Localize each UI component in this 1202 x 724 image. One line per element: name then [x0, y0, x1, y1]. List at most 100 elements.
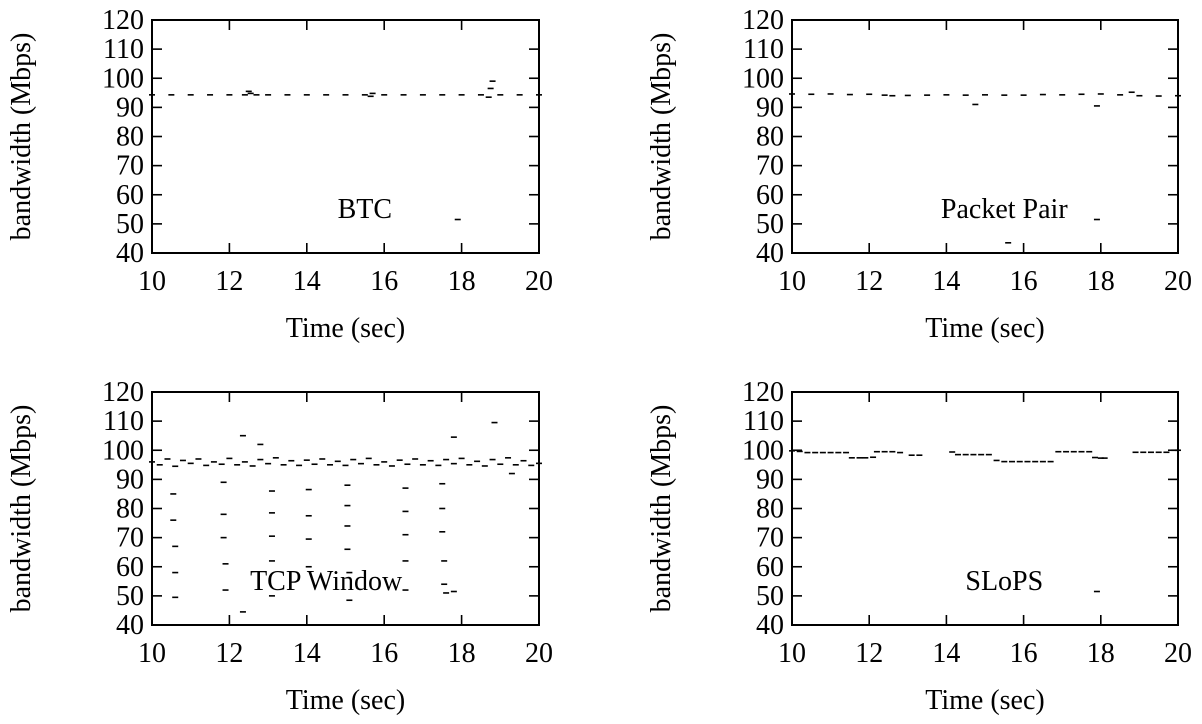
data-point: [268, 535, 275, 537]
data-point: [268, 595, 275, 597]
data-point: [344, 548, 351, 551]
data-point: [819, 451, 826, 454]
data-point: [443, 458, 450, 461]
data-point: [993, 459, 1000, 462]
y-tick-label: 90: [116, 464, 144, 495]
data-point: [943, 94, 950, 96]
data-point: [827, 93, 834, 95]
data-point: [346, 599, 353, 602]
data-point: [497, 463, 504, 466]
data-point: [1001, 460, 1008, 463]
data-point: [220, 536, 227, 539]
data-point: [239, 611, 246, 613]
data-point: [1155, 95, 1162, 97]
data-point: [489, 458, 496, 461]
data-point: [450, 590, 457, 593]
data-point: [149, 94, 155, 96]
data-point: [1117, 94, 1124, 96]
x-tick-label: 10: [138, 638, 166, 669]
data-point: [439, 482, 446, 485]
y-tick-label: 60: [756, 552, 784, 583]
y-tick-label: 70: [756, 151, 784, 182]
y-tick-label: 50: [116, 581, 144, 612]
y-tick-label: 110: [743, 406, 784, 437]
data-point: [1086, 450, 1093, 453]
data-point: [435, 464, 442, 467]
data-point: [508, 472, 515, 475]
data-point: [241, 94, 248, 96]
data-point: [319, 458, 326, 460]
y-tick-label: 40: [116, 610, 144, 641]
data-point: [870, 456, 877, 459]
y-tick-label: 100: [742, 435, 784, 466]
y-tick-label: 90: [756, 92, 784, 123]
data-point: [241, 461, 248, 463]
data-point: [1016, 460, 1023, 463]
data-point: [305, 488, 312, 491]
data-point: [296, 464, 303, 467]
data-point: [172, 596, 179, 599]
data-point: [474, 460, 481, 463]
data-point: [226, 457, 233, 460]
data-point: [1092, 456, 1099, 459]
data-point: [1155, 451, 1162, 454]
data-point: [491, 421, 498, 424]
panel-annotation: BTC: [338, 194, 392, 225]
y-tick-label: 100: [742, 63, 784, 94]
data-point: [985, 453, 992, 456]
data-point: [367, 95, 374, 98]
x-tick-label: 16: [370, 266, 398, 297]
y-tick-label: 120: [742, 5, 784, 36]
y-tick-label: 40: [756, 238, 784, 269]
data-point: [487, 87, 494, 90]
data-point: [412, 458, 419, 460]
data-point: [856, 457, 863, 459]
data-point: [305, 538, 312, 540]
data-point: [222, 563, 229, 565]
data-point: [477, 94, 484, 96]
data-point: [536, 462, 542, 465]
data-point: [402, 533, 409, 536]
data-point: [210, 461, 217, 463]
data-point: [1024, 460, 1031, 463]
data-point: [1001, 94, 1008, 96]
data-point: [962, 94, 969, 96]
data-point: [1020, 94, 1027, 96]
data-point: [1093, 218, 1100, 221]
data-point: [1039, 93, 1046, 96]
data-point: [419, 94, 426, 96]
data-point: [344, 525, 351, 527]
x-tick-label: 12: [215, 266, 243, 297]
data-point: [218, 463, 225, 466]
data-point: [481, 465, 488, 467]
data-point: [439, 94, 446, 96]
data-point: [222, 589, 229, 591]
data-point: [168, 94, 175, 96]
data-point: [1147, 451, 1154, 454]
y-tick-label: 60: [116, 180, 144, 211]
data-point: [272, 457, 279, 459]
data-point: [207, 94, 214, 96]
data-point: [924, 94, 931, 96]
data-point: [179, 459, 186, 462]
data-point: [949, 451, 956, 453]
data-point: [357, 462, 364, 465]
data-point: [962, 453, 969, 456]
data-point: [812, 451, 819, 454]
x-tick-label: 20: [1164, 638, 1192, 669]
x-tick-label: 18: [448, 266, 476, 297]
data-point: [908, 454, 915, 457]
data-point: [804, 451, 811, 454]
data-point: [265, 94, 272, 96]
y-tick-label: 90: [116, 92, 144, 123]
x-tick-label: 14: [293, 638, 321, 669]
data-point: [454, 218, 461, 221]
data-point: [187, 462, 194, 465]
y-tick-label: 120: [742, 377, 784, 408]
y-tick-label: 70: [116, 151, 144, 182]
x-axis-label: Time (sec): [286, 313, 406, 344]
data-point: [369, 92, 376, 95]
data-point: [978, 453, 985, 456]
data-point: [450, 436, 457, 438]
